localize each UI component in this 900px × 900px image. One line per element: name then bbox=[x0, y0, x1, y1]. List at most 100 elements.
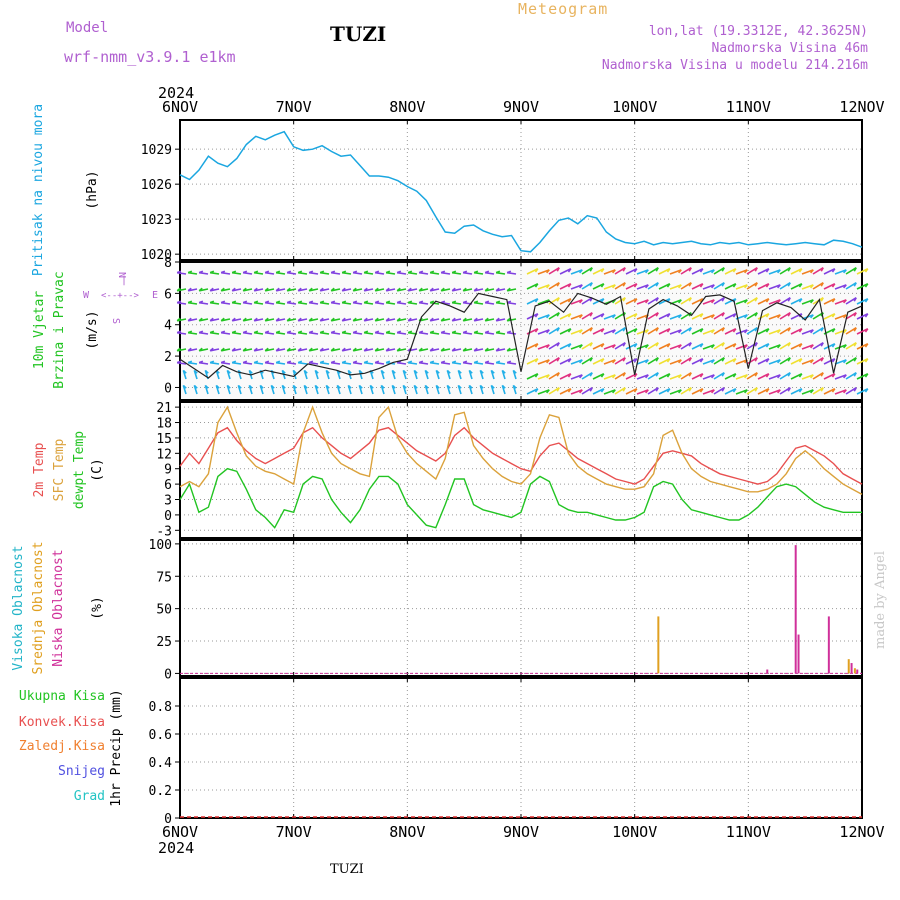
wind-arrow-head bbox=[820, 387, 824, 392]
wind-arrow bbox=[757, 298, 770, 305]
wind-arrow bbox=[658, 283, 671, 290]
wind-arrow-head bbox=[721, 387, 725, 392]
wind-arrow-head bbox=[292, 384, 297, 389]
wind-arrow-head bbox=[787, 282, 791, 287]
wind-arrow-head bbox=[589, 327, 593, 332]
wind-arrow bbox=[548, 387, 560, 395]
wind-arrow-head bbox=[396, 330, 402, 334]
wind-arrow bbox=[625, 388, 638, 395]
wind-arrow-head bbox=[352, 347, 357, 352]
wind-arrow-head bbox=[622, 267, 626, 272]
wind-arrow-head bbox=[843, 314, 847, 319]
ytick-label: 0.6 bbox=[149, 728, 172, 743]
wind-arrow-head bbox=[678, 374, 682, 379]
wind-arrow-head bbox=[363, 270, 369, 274]
wind-arrow-head bbox=[440, 300, 446, 304]
wind-arrow bbox=[614, 327, 626, 335]
wind-arrow-head bbox=[440, 360, 446, 364]
wind-arrow bbox=[592, 358, 605, 365]
wind-arrow-head bbox=[688, 342, 692, 347]
wind-arrow-head bbox=[633, 313, 638, 318]
wind-arrow bbox=[790, 373, 803, 380]
wind-arrow-head bbox=[556, 282, 560, 287]
wind-arrow bbox=[603, 269, 616, 275]
wind-arrow-head bbox=[810, 389, 814, 394]
wind-arrow-head bbox=[622, 282, 626, 287]
wind-arrow-head bbox=[777, 269, 781, 274]
wind-arrow-head bbox=[308, 360, 314, 364]
compass-line: | bbox=[121, 275, 127, 286]
wind-arrow-head bbox=[220, 270, 226, 274]
wind-arrow-head bbox=[495, 347, 500, 352]
wind-arrow bbox=[570, 284, 583, 290]
wind-arrow bbox=[548, 282, 560, 290]
wind-arrow bbox=[746, 387, 758, 395]
wind-arrow-head bbox=[600, 343, 605, 348]
wind-arrow-head bbox=[645, 359, 649, 364]
wind-arrow bbox=[834, 269, 847, 275]
wind-arrow-head bbox=[506, 287, 511, 292]
wind-arrow bbox=[581, 297, 593, 305]
wind-arrow-head bbox=[253, 300, 259, 304]
wind-arrow bbox=[735, 344, 748, 350]
wind-arrow-head bbox=[451, 300, 457, 304]
wind-arrow-head bbox=[457, 369, 462, 374]
wind-arrow-head bbox=[341, 347, 346, 352]
wind-arrow bbox=[658, 343, 671, 350]
wind-arrow-head bbox=[589, 267, 593, 272]
ytick-label: 0.2 bbox=[149, 784, 172, 799]
wind-arrow-head bbox=[374, 330, 380, 334]
wind-arrow bbox=[845, 312, 857, 320]
wind-arrow bbox=[625, 328, 638, 335]
wind-arrow bbox=[625, 343, 638, 350]
wind-arrow-head bbox=[506, 347, 511, 352]
wind-arrow-head bbox=[787, 312, 791, 317]
wind-arrow bbox=[801, 389, 814, 395]
wind-arrow-head bbox=[765, 298, 770, 303]
wind-arrow bbox=[592, 283, 605, 290]
meteogram-title: Meteogram bbox=[518, 0, 609, 18]
wind-arrow-head bbox=[853, 312, 857, 317]
wind-arrow-head bbox=[699, 283, 704, 288]
precip-label-4: Grad bbox=[74, 789, 105, 804]
wind-arrow-head bbox=[435, 384, 440, 389]
wind-arrow bbox=[823, 283, 836, 290]
wind-arrow bbox=[757, 388, 770, 395]
wind-arrow bbox=[647, 372, 659, 380]
wind-arrow bbox=[768, 374, 781, 380]
wind-arrow bbox=[592, 373, 605, 380]
wind-arrow bbox=[834, 329, 847, 335]
wind-arrow bbox=[856, 358, 869, 365]
wind-arrow-head bbox=[589, 312, 593, 317]
wind-arrow-head bbox=[286, 360, 292, 364]
wind-arrow bbox=[636, 374, 649, 380]
wind-arrow bbox=[647, 327, 659, 335]
wind-arrow bbox=[790, 298, 803, 305]
wind-speed-line bbox=[179, 292, 863, 379]
wind-arrow-head bbox=[600, 283, 605, 288]
wind-arrow bbox=[603, 374, 616, 380]
wind-arrow-head bbox=[633, 358, 638, 363]
wind-arrow bbox=[812, 282, 824, 290]
wind-arrow-head bbox=[546, 269, 550, 274]
model-label: Model bbox=[66, 20, 109, 36]
wind-arrow-head bbox=[429, 360, 435, 364]
wind-unit: (m/s) bbox=[85, 310, 100, 349]
ytick-label: 0 bbox=[164, 381, 172, 396]
wind-arrow-head bbox=[303, 384, 308, 389]
wind-arrow-head bbox=[556, 357, 560, 362]
wind-arrow bbox=[702, 314, 715, 320]
xtick-label-top: 10NOV bbox=[612, 98, 657, 116]
wind-arrow-head bbox=[495, 360, 501, 364]
wind-arrow bbox=[856, 373, 869, 380]
wind-arrow bbox=[834, 359, 847, 365]
wind-arrow-head bbox=[843, 389, 847, 394]
wind-arrow-head bbox=[633, 298, 638, 303]
wind-arrow bbox=[801, 374, 814, 380]
wind-arrow-head bbox=[798, 373, 803, 378]
wind-arrow bbox=[790, 283, 803, 290]
high-cloud-label: Visoka Oblacnost bbox=[11, 545, 26, 670]
wind-arrow bbox=[680, 342, 692, 350]
wind-arrow-head bbox=[396, 300, 402, 304]
wind-arrow bbox=[724, 268, 737, 275]
